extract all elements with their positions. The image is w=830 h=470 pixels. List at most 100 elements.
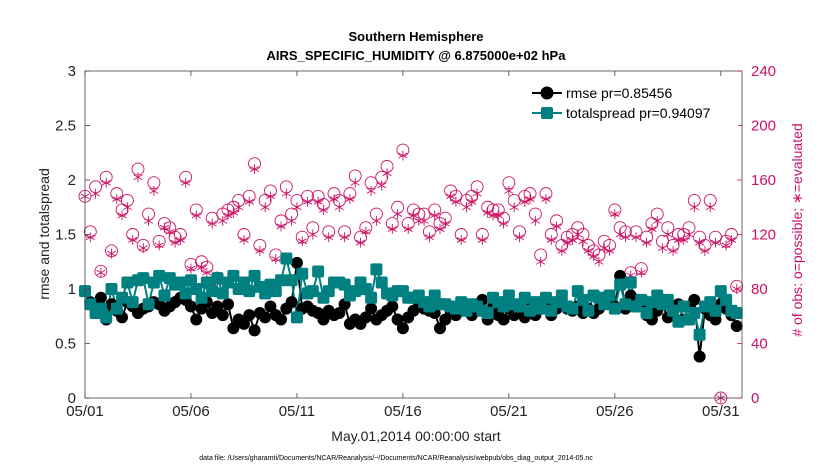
obs-evaluated-point (249, 164, 260, 175)
totalspread-point (518, 291, 531, 304)
rmse-point (259, 311, 272, 324)
y-left-tick-label: 3 (68, 63, 76, 80)
totalspread-point (677, 300, 690, 313)
totalspread-point (179, 287, 192, 300)
rmse-point (285, 296, 298, 309)
x-tick-label: 05/16 (384, 403, 422, 420)
rmse-point (688, 293, 701, 306)
obs-evaluated-point (276, 221, 286, 232)
x-axis-label: May.01,2014 00:00:00 start (331, 428, 501, 444)
y-axis-left-label: rmse and totalspread (36, 168, 52, 300)
rmse-point (190, 313, 203, 326)
x-tick-label: 05/21 (490, 403, 528, 420)
chart-title: Southern Hemisphere (348, 29, 483, 44)
totalspread-point (121, 276, 134, 289)
obs-evaluated-point (493, 210, 503, 221)
obs-evaluated-point (684, 229, 694, 240)
rmse-point (693, 350, 706, 363)
obs-evaluated-point (647, 224, 657, 235)
obs-evaluated-point (324, 232, 334, 243)
obs-evaluated-point (504, 185, 514, 196)
obs-evaluated-point (218, 215, 228, 226)
rmse-point (248, 324, 261, 337)
x-tick-label: 05/01 (66, 403, 104, 420)
totalspread-point (216, 287, 229, 300)
rmse-point (290, 256, 303, 269)
legend-rmse-marker (540, 86, 554, 100)
obs-evaluated-point (636, 267, 646, 278)
rmse-point (497, 313, 510, 326)
obs-evaluated-point (112, 194, 122, 205)
rmse-point (730, 320, 743, 333)
legend-box (526, 78, 738, 130)
obs-evaluated-point (721, 240, 731, 251)
rmse-point (386, 300, 399, 313)
y-left-tick-label: 1.5 (55, 227, 76, 244)
obs-evaluated-point (361, 226, 371, 237)
obs-evaluated-point (620, 232, 631, 243)
obs-evaluated-point (631, 232, 641, 243)
totalspread-point (619, 298, 632, 311)
y-left-tick-label: 2.5 (55, 118, 76, 135)
obs-evaluated-point (281, 188, 291, 199)
totalspread-point (534, 302, 547, 315)
y-right-tick-label: 40 (751, 336, 768, 353)
obs-evaluated-point (393, 209, 403, 220)
totalspread-point (206, 285, 219, 298)
totalspread-point (539, 291, 552, 304)
obs-evaluated-point (355, 237, 366, 248)
obs-evaluated-point (91, 188, 101, 199)
obs-evaluated-point (265, 191, 276, 202)
obs-evaluated-point (239, 234, 249, 245)
rmse-point (264, 300, 277, 313)
obs-evaluated-point (165, 226, 175, 237)
obs-evaluated-point (435, 224, 445, 235)
rmse-point (275, 313, 288, 326)
totalspread-point (211, 272, 224, 285)
obs-evaluated-point (382, 168, 392, 179)
obs-evaluated-point (440, 218, 450, 229)
obs-evaluated-point (202, 267, 212, 278)
y-right-tick-label: 240 (751, 63, 776, 80)
obs-evaluated-point (302, 196, 313, 207)
obs-evaluated-point (541, 194, 551, 205)
rmse-point (237, 317, 250, 330)
totalspread-point (582, 304, 595, 317)
rmse-point (211, 300, 224, 313)
obs-evaluated-point (663, 229, 673, 240)
totalspread-point (137, 272, 150, 285)
obs-evaluated-point (710, 237, 721, 248)
obs-evaluated-point (509, 202, 519, 213)
obs-evaluated-point (175, 234, 185, 245)
obs-evaluated-point (144, 215, 154, 226)
rmse-point (333, 306, 346, 319)
totalspread-point (290, 311, 303, 324)
obs-evaluated-point (642, 237, 652, 248)
obs-evaluated-point (159, 222, 170, 233)
series-layer (78, 143, 744, 405)
rmse-point (243, 309, 256, 322)
obs-evaluated-point (589, 251, 599, 262)
obs-evaluated-point (679, 234, 689, 245)
obs-evaluated-point (446, 191, 456, 202)
legend-rmse-label: rmse pr=0.85456 (566, 85, 672, 101)
obs-evaluated-point (726, 234, 736, 245)
x-tick-label: 05/06 (172, 403, 210, 420)
x-tick-label: 05/11 (279, 403, 315, 420)
totalspread-point (110, 302, 123, 315)
rmse-point (222, 298, 235, 311)
totalspread-point (280, 252, 293, 265)
totalspread-point (624, 276, 637, 289)
legend-totalspread-marker (541, 107, 553, 119)
rmse-point (94, 291, 107, 304)
obs-evaluated-point (408, 210, 419, 221)
y-right-tick-label: 200 (751, 118, 776, 135)
obs-evaluated-point (546, 234, 556, 245)
obs-evaluated-point (551, 221, 562, 232)
totalspread-point (105, 283, 118, 295)
totalspread-point (614, 278, 627, 291)
totalspread-point (693, 328, 706, 341)
y-right-tick-label: 80 (751, 281, 768, 298)
y-left-tick-label: 0.5 (55, 336, 76, 353)
